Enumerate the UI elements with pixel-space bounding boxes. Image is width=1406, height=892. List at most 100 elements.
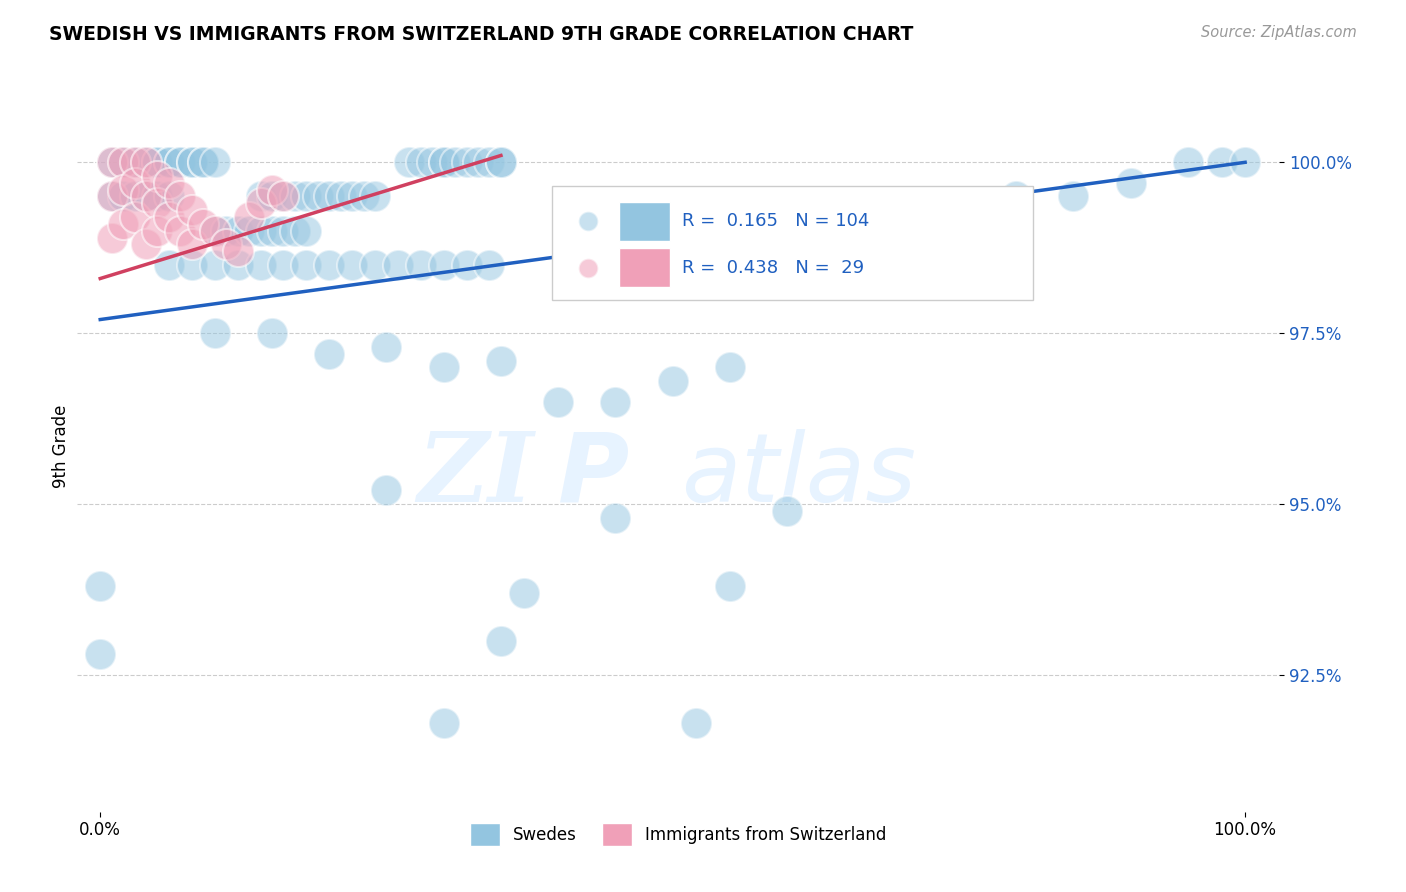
Point xyxy=(489,633,512,648)
Point xyxy=(467,155,489,169)
Point xyxy=(215,224,238,238)
Point xyxy=(124,176,146,190)
Point xyxy=(318,258,340,272)
Point xyxy=(260,189,283,203)
Point xyxy=(249,258,271,272)
Point xyxy=(249,224,271,238)
Text: Source: ZipAtlas.com: Source: ZipAtlas.com xyxy=(1201,25,1357,40)
Point xyxy=(661,374,683,388)
Point xyxy=(146,189,169,203)
FancyBboxPatch shape xyxy=(620,248,671,287)
Point xyxy=(112,155,135,169)
Point xyxy=(100,189,122,203)
Point xyxy=(157,189,180,203)
Point xyxy=(112,183,135,197)
Point xyxy=(112,189,135,203)
Point xyxy=(273,224,295,238)
Point xyxy=(89,648,111,662)
Point xyxy=(180,203,202,218)
Point xyxy=(135,189,157,203)
Point xyxy=(948,210,970,224)
Point xyxy=(547,394,569,409)
Point xyxy=(1177,155,1199,169)
Point xyxy=(112,217,135,231)
Point xyxy=(204,258,226,272)
Point xyxy=(433,155,456,169)
Point xyxy=(124,189,146,203)
Point xyxy=(420,155,443,169)
Point xyxy=(513,586,536,600)
Point xyxy=(433,258,456,272)
Point xyxy=(249,189,271,203)
Point xyxy=(204,224,226,238)
Point xyxy=(146,169,169,183)
Point xyxy=(112,155,135,169)
Point xyxy=(398,155,420,169)
Point xyxy=(180,237,202,252)
Point xyxy=(1062,189,1084,203)
Point xyxy=(169,189,191,203)
Point xyxy=(226,224,249,238)
Point xyxy=(284,189,307,203)
Point xyxy=(295,189,318,203)
Point xyxy=(605,510,627,524)
Point xyxy=(204,155,226,169)
Point xyxy=(100,155,122,169)
Point xyxy=(387,258,409,272)
Point xyxy=(489,155,512,169)
Point xyxy=(718,579,741,593)
Point xyxy=(364,258,387,272)
Point xyxy=(135,189,157,203)
Point xyxy=(489,353,512,368)
Point xyxy=(260,326,283,341)
Point xyxy=(329,189,352,203)
Point xyxy=(146,155,169,169)
Point xyxy=(135,155,157,169)
Point xyxy=(226,244,249,259)
Point xyxy=(1234,155,1257,169)
Point xyxy=(146,224,169,238)
Point xyxy=(433,155,456,169)
Point xyxy=(340,258,363,272)
Point xyxy=(685,715,707,730)
Point xyxy=(135,237,157,252)
Point xyxy=(284,224,307,238)
Point xyxy=(868,224,890,238)
Point xyxy=(444,155,467,169)
Point xyxy=(157,258,180,272)
Point xyxy=(124,155,146,169)
Point xyxy=(193,217,215,231)
Text: R =  0.438   N =  29: R = 0.438 N = 29 xyxy=(682,259,865,277)
Point xyxy=(605,394,627,409)
Point xyxy=(456,258,478,272)
Point xyxy=(193,155,215,169)
Point xyxy=(124,210,146,224)
Text: atlas: atlas xyxy=(681,429,917,522)
Point xyxy=(295,258,318,272)
Point xyxy=(478,155,501,169)
Point xyxy=(89,579,111,593)
Point xyxy=(180,258,202,272)
Point xyxy=(478,258,501,272)
Point xyxy=(295,224,318,238)
Point xyxy=(318,189,340,203)
Point xyxy=(776,504,799,518)
Point xyxy=(215,237,238,252)
Point xyxy=(193,155,215,169)
Point xyxy=(180,155,202,169)
Point xyxy=(307,189,329,203)
Point xyxy=(100,155,122,169)
Point xyxy=(1119,176,1142,190)
Point xyxy=(169,155,191,169)
Text: SWEDISH VS IMMIGRANTS FROM SWITZERLAND 9TH GRADE CORRELATION CHART: SWEDISH VS IMMIGRANTS FROM SWITZERLAND 9… xyxy=(49,25,914,44)
Point xyxy=(157,155,180,169)
Point xyxy=(180,155,202,169)
FancyBboxPatch shape xyxy=(553,186,1033,300)
Point xyxy=(100,189,122,203)
Point xyxy=(340,189,363,203)
Point xyxy=(375,340,398,354)
Point xyxy=(204,326,226,341)
Point xyxy=(409,258,432,272)
Point xyxy=(364,189,387,203)
Text: R =  0.165   N = 104: R = 0.165 N = 104 xyxy=(682,212,869,230)
